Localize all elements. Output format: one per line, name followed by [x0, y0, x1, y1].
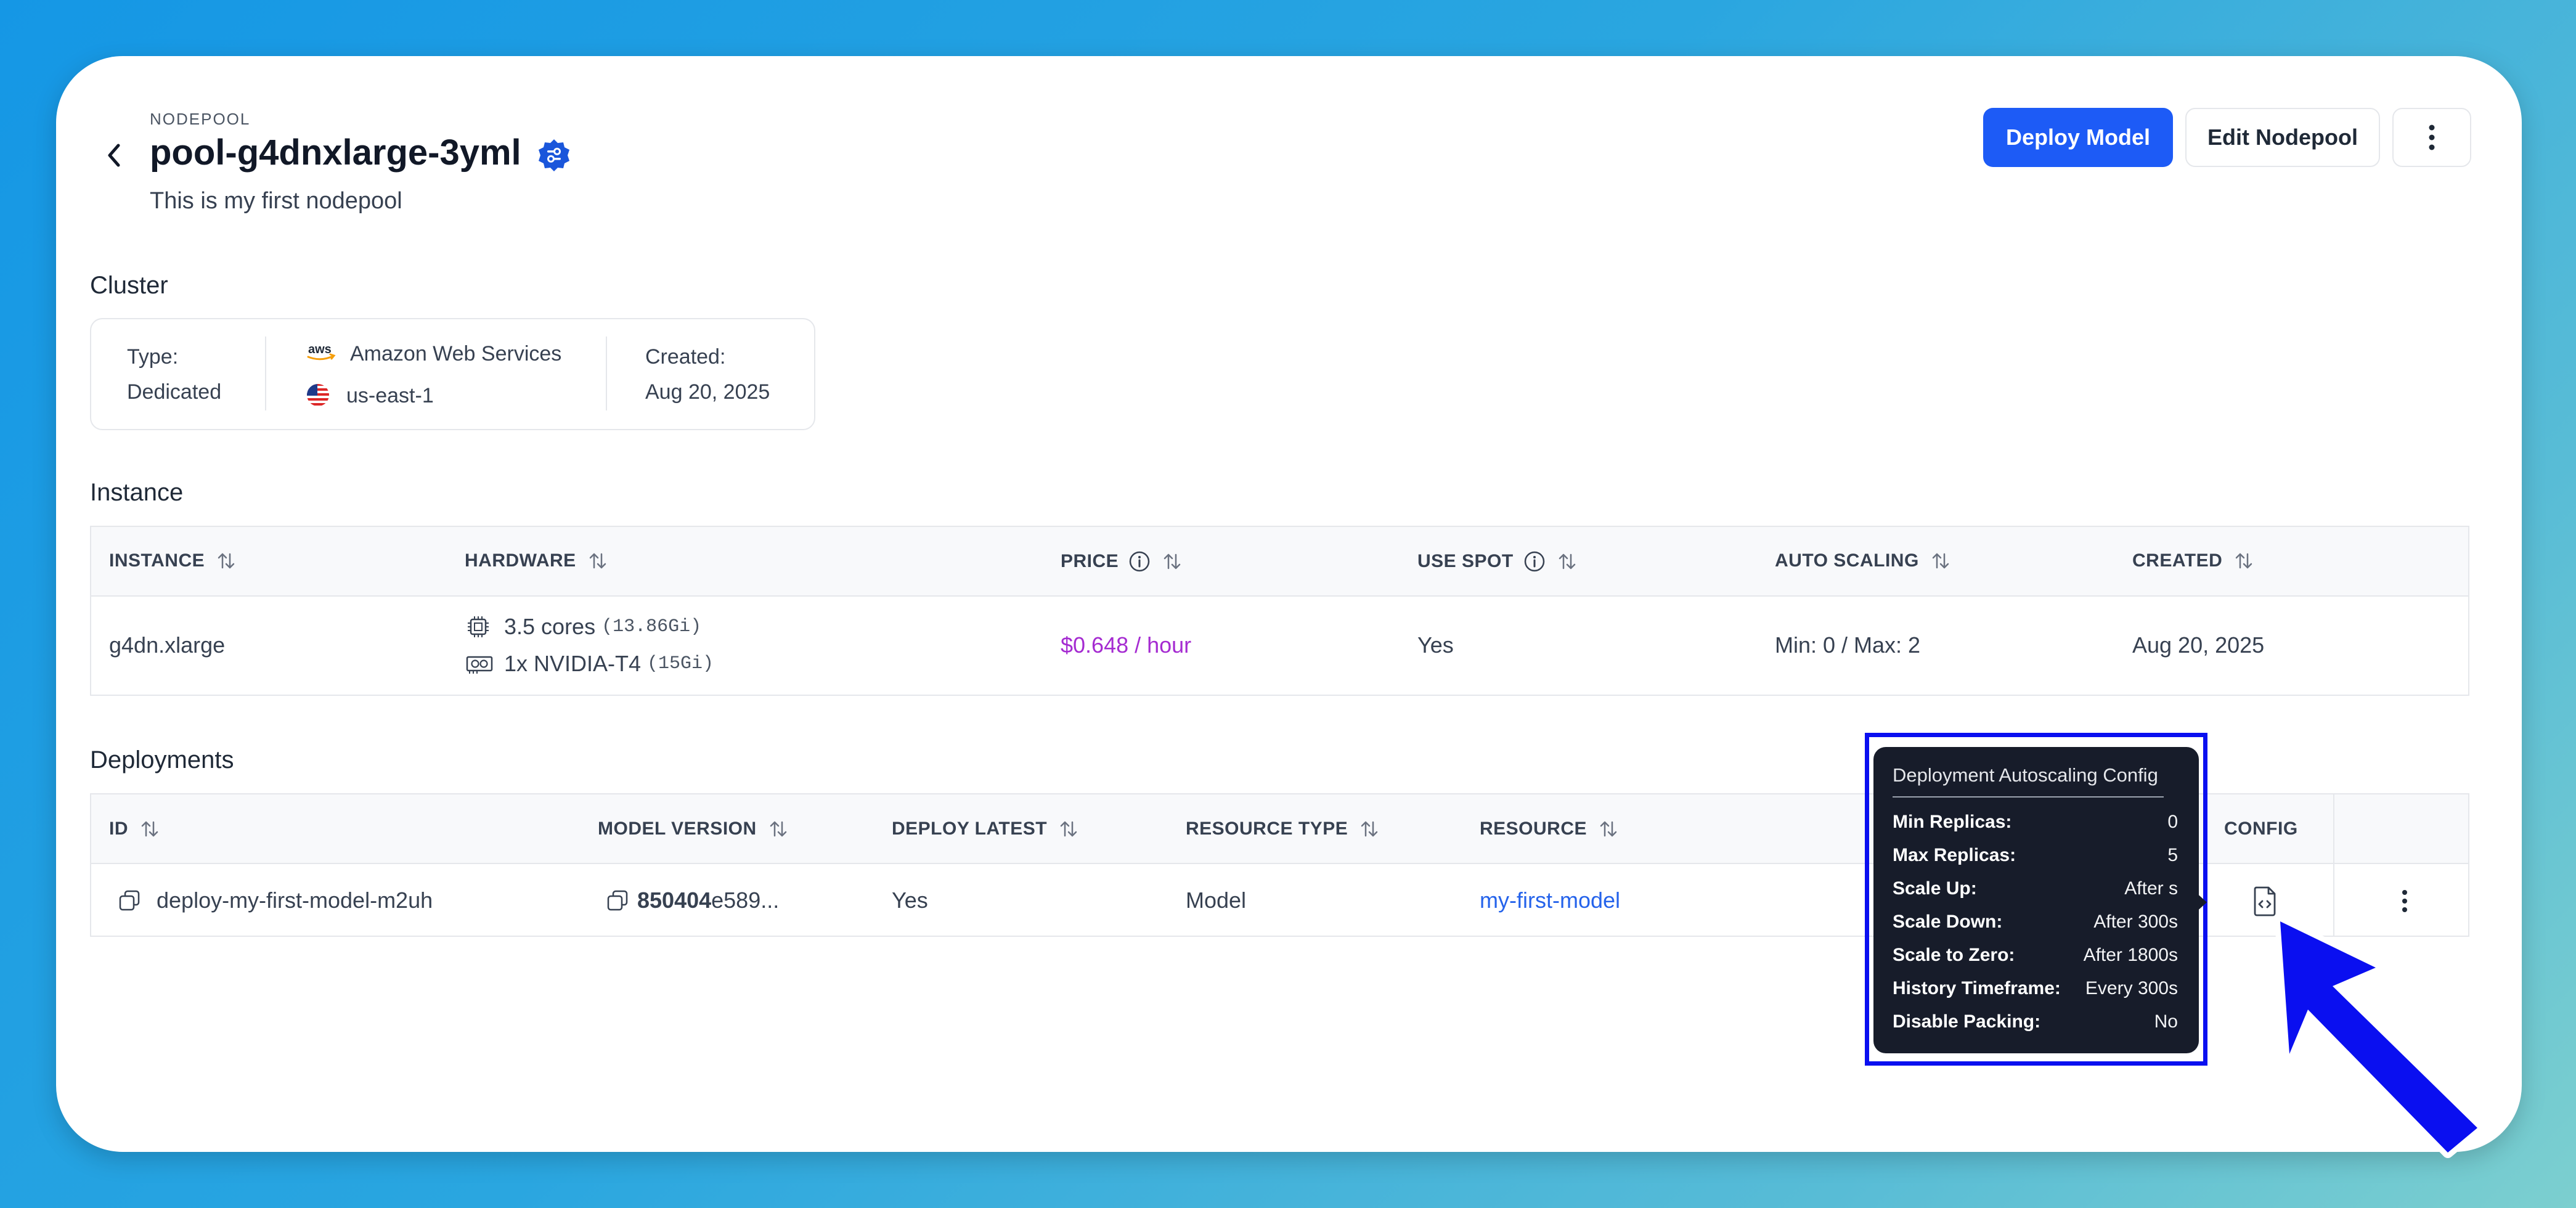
- autoscaling-config-tooltip: [1873, 747, 2199, 1053]
- tooltip-row: Scale Up: After s: [1893, 878, 2178, 899]
- deployments-section-title: Deployments: [90, 746, 234, 773]
- more-actions-button[interactable]: [2392, 108, 2471, 167]
- us-flag-icon: [306, 383, 330, 407]
- deployment-id-cell: deploy-my-first-model-m2uh: [117, 888, 433, 913]
- tooltip-row: History Timeframe: Every 300s: [1893, 978, 2178, 998]
- kebab-menu-icon: [2429, 124, 2435, 150]
- verified-badge-icon: [537, 138, 571, 173]
- column-header-deploy-latest[interactable]: DEPLOY LATEST: [892, 818, 1079, 839]
- tooltip-row: Min Replicas: 0: [1893, 812, 2178, 832]
- gpu-icon: [466, 656, 493, 674]
- sort-icon: [2236, 553, 2252, 569]
- cluster-region: us-east-1: [346, 384, 434, 407]
- info-icon: [1129, 551, 1150, 572]
- annotation-arrow-icon: [2275, 916, 2483, 1158]
- sort-icon: [770, 821, 786, 837]
- sort-icon: [1164, 553, 1181, 569]
- model-version-prefix: 850404: [637, 888, 712, 913]
- sort-icon: [218, 553, 235, 569]
- aws-logo-icon: aws: [304, 341, 339, 362]
- sort-icon: [141, 821, 158, 837]
- kebab-menu-icon: [2402, 890, 2407, 912]
- instance-section-title: Instance: [90, 479, 184, 506]
- deploy-model-button[interactable]: Deploy Model: [1983, 108, 2173, 167]
- config-file-icon[interactable]: [2250, 885, 2280, 917]
- column-header-use-spot[interactable]: USE SPOT: [1417, 550, 1578, 573]
- page-title: pool-g4dnxlarge-3yml: [150, 133, 521, 173]
- page-description: This is my first nodepool: [150, 188, 402, 214]
- cluster-type-label: Type:: [127, 345, 179, 369]
- column-header-price[interactable]: PRICE: [1061, 550, 1183, 573]
- page-eyebrow: NODEPOOL: [150, 110, 251, 128]
- tooltip-title: Deployment Autoscaling Config: [1893, 764, 2158, 786]
- svg-text:aws: aws: [308, 343, 332, 356]
- column-header-created[interactable]: CREATED: [2132, 550, 2254, 571]
- cluster-type-value: Dedicated: [127, 380, 222, 404]
- tooltip-row: Disable Packing: No: [1893, 1011, 2178, 1032]
- cluster-info-box: [90, 318, 815, 430]
- model-version-suffix: e589...: [711, 888, 780, 913]
- sort-icon: [1060, 821, 1077, 837]
- tooltip-row: Max Replicas: 5: [1893, 845, 2178, 865]
- deployment-id: deploy-my-first-model-m2uh: [157, 888, 433, 913]
- divider: [606, 337, 607, 410]
- deploy-latest-value: Yes: [892, 888, 928, 913]
- edit-nodepool-button[interactable]: Edit Nodepool: [2185, 108, 2380, 167]
- model-version-cell: 850404 e589...: [605, 888, 779, 913]
- row-actions-button[interactable]: [2391, 888, 2418, 915]
- sort-icon: [1932, 553, 1949, 569]
- sort-icon: [589, 553, 606, 569]
- cluster-provider: Amazon Web Services: [350, 342, 562, 365]
- sort-icon: [1600, 821, 1617, 837]
- instance-price: $0.648 / hour: [1061, 632, 1192, 658]
- instance-created: Aug 20, 2025: [2132, 632, 2265, 658]
- hardware-cpu: 3.5 cores (13.86Gi): [465, 614, 701, 640]
- copy-icon[interactable]: [605, 888, 630, 913]
- tooltip-row: Scale Down: After 300s: [1893, 912, 2178, 932]
- column-header-instance[interactable]: INSTANCE: [109, 550, 237, 571]
- divider: [265, 337, 266, 410]
- info-icon: [1524, 551, 1544, 572]
- tooltip-row: Scale to Zero: After 1800s: [1893, 945, 2178, 965]
- hardware-gpu: 1x NVIDIA-T4 (15Gi): [465, 651, 714, 677]
- divider: [2333, 794, 2334, 936]
- copy-icon[interactable]: [117, 888, 142, 913]
- instance-name: g4dn.xlarge: [109, 632, 226, 658]
- column-header-config: CONFIG: [2224, 818, 2298, 839]
- resource-type-value: Model: [1186, 888, 1247, 913]
- cluster-created-label: Created:: [645, 345, 726, 369]
- sort-icon: [1361, 821, 1378, 837]
- cluster-section-title: Cluster: [90, 272, 168, 299]
- cluster-created-value: Aug 20, 2025: [645, 380, 770, 404]
- column-header-resource-type[interactable]: RESOURCE TYPE: [1186, 818, 1380, 839]
- column-header-resource[interactable]: RESOURCE: [1480, 818, 1619, 839]
- column-header-id[interactable]: ID: [109, 818, 160, 839]
- instance-auto-scaling: Min: 0 / Max: 2: [1775, 632, 1921, 658]
- sort-icon: [1559, 553, 1575, 569]
- column-header-auto-scaling[interactable]: AUTO SCALING: [1775, 550, 1951, 571]
- column-header-hardware[interactable]: HARDWARE: [465, 550, 608, 571]
- tooltip-caret: [2195, 891, 2207, 913]
- back-arrow-icon[interactable]: [99, 137, 131, 174]
- cpu-icon: [468, 616, 489, 637]
- tooltip-divider: [1893, 796, 2164, 798]
- column-header-model-version[interactable]: MODEL VERSION: [598, 818, 789, 839]
- instance-use-spot: Yes: [1417, 632, 1454, 658]
- resource-link[interactable]: my-first-model: [1480, 888, 1621, 913]
- instance-table-header: [91, 527, 2468, 597]
